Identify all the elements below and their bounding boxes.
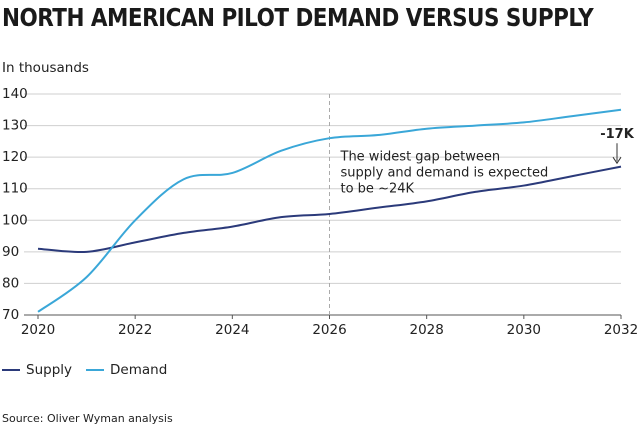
legend-label-supply: Supply [26,362,73,378]
y-tick-label-120: 120 [2,149,28,165]
gap-annotation-line: supply and demand is expected [341,165,549,180]
legend: Supply Demand [2,362,181,378]
source-note: Source: Oliver Wyman analysis [2,412,173,425]
series-line-supply [37,165,622,254]
x-tick-label-2020: 2020 [21,322,55,338]
x-tick-label-2032: 2032 [604,322,638,338]
series-layer [37,108,622,313]
x-tick-label-2028: 2028 [409,322,443,338]
gridlines [24,93,621,316]
gap-annotation: The widest gap between supply and demand … [340,149,549,196]
y-tick-label-70: 70 [2,307,19,323]
series-line-demand [37,108,622,313]
x-tick-label-2030: 2030 [507,322,541,338]
x-tick-label-2022: 2022 [118,322,152,338]
gap-annotation-line: to be ~24K [341,181,415,196]
y-tick-label-100: 100 [2,212,28,228]
legend-swatch-demand [86,369,105,371]
annotations: The widest gap between supply and demand … [340,127,635,196]
y-tick-label-130: 130 [2,118,28,134]
y-tick-label-90: 90 [2,244,19,260]
unit-label: In thousands [2,60,89,76]
y-tick-label-80: 80 [2,275,19,291]
y-tick-label-140: 140 [2,86,28,102]
chart-title: NORTH AMERICAN PILOT DEMAND VERSUS SUPPL… [2,3,594,32]
gap-annotation-line: The widest gap between [340,149,501,164]
down-arrow-head-icon [612,156,622,165]
legend-item-demand: Demand [86,362,167,378]
x-tick-label-2026: 2026 [312,322,346,338]
legend-swatch-supply [2,369,20,371]
legend-item-supply: Supply [2,362,72,378]
legend-label-demand: Demand [110,362,168,378]
y-axis-ticks: 70 80 90 100 110 120 130 140 [2,86,28,323]
x-tick-label-2024: 2024 [215,322,249,338]
x-axis-ticks: 2020 2022 2024 2026 2028 2030 2032 [21,315,638,338]
gap-2032-label: -17K [600,127,634,142]
y-tick-label-110: 110 [2,181,28,197]
